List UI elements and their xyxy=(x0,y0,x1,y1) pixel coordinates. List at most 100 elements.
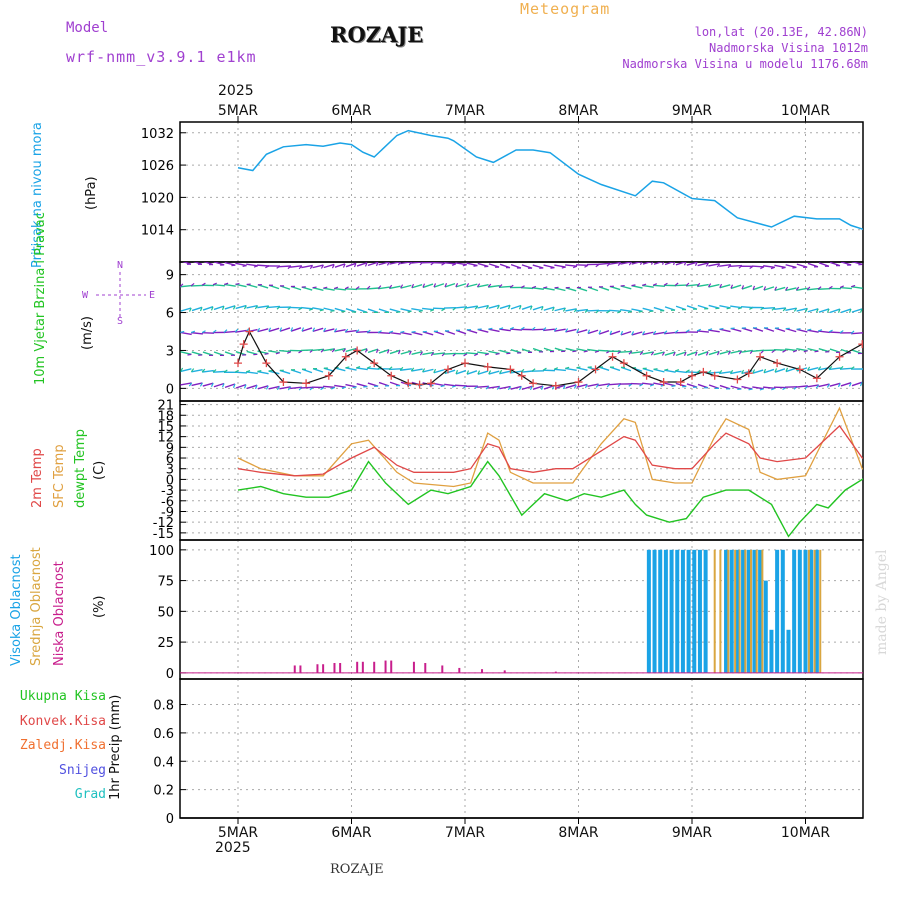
wind-speed-marker xyxy=(710,371,719,380)
wind-arrow xyxy=(598,383,610,387)
wind-arrow-head xyxy=(320,264,324,269)
wind-arrow xyxy=(817,287,831,290)
wind-arrow-head xyxy=(275,352,280,355)
wind-arrow xyxy=(224,283,236,287)
wind-speed-marker xyxy=(688,371,696,380)
wind-arrow xyxy=(213,284,225,287)
wind-arrow-head xyxy=(474,353,479,357)
wind-arrow xyxy=(818,348,830,353)
wind-arrow-head xyxy=(257,327,261,332)
wind-arrow-head xyxy=(419,351,423,356)
wind-arrow xyxy=(378,262,390,266)
y-tick-label: 0 xyxy=(166,382,174,397)
wind-arrow xyxy=(762,307,776,310)
wind-arrow xyxy=(664,369,676,373)
wind-arrow xyxy=(477,284,489,288)
wind-arrow xyxy=(686,283,698,287)
wind-arrow-head xyxy=(814,350,819,353)
wind-arrow xyxy=(730,305,742,309)
wind-arrow xyxy=(609,309,621,312)
wind-arrow-head xyxy=(210,306,214,311)
wind-arrow-head xyxy=(386,349,390,354)
cloud-bar xyxy=(719,549,722,673)
wind-arrow-head xyxy=(265,385,269,390)
wind-arrow-head xyxy=(828,329,833,333)
wind-arrow-head xyxy=(551,306,555,312)
day-label-top: 6MAR xyxy=(331,103,372,119)
wind-arrow xyxy=(213,382,225,388)
wind-arrow xyxy=(587,348,599,352)
wind-arrow xyxy=(213,262,225,266)
wind-arrow xyxy=(763,265,775,268)
wind-arrow-head xyxy=(683,262,687,266)
wind-arrow xyxy=(433,352,445,356)
wind-arrow-head xyxy=(455,369,459,375)
wind-arrow xyxy=(378,348,390,354)
wind-arrow-head xyxy=(639,383,644,387)
wind-arrow-head xyxy=(793,307,798,312)
y-tick-label: 3 xyxy=(166,463,174,478)
wind-arrow xyxy=(653,351,665,356)
wind-arrow xyxy=(378,331,390,335)
elevation: Nadmorska Visina 1012m xyxy=(709,41,868,55)
wind-arrow xyxy=(642,382,654,386)
wind-arrow-head xyxy=(254,305,259,310)
wind-arrow xyxy=(708,283,720,288)
wind-arrow-head xyxy=(631,284,636,287)
wind-arrow-head xyxy=(411,283,415,289)
wind-arrow-head xyxy=(422,368,426,373)
wind-arrow xyxy=(499,328,511,332)
wind-arrow-head xyxy=(850,366,855,370)
wind-arrow xyxy=(246,283,258,289)
wind-arrow-head xyxy=(444,283,448,288)
wind-arrow xyxy=(499,285,511,289)
wind-arrow-head xyxy=(331,386,336,390)
wind-arrow xyxy=(664,262,675,266)
wind-arrow-head xyxy=(298,265,303,270)
wind-arrow xyxy=(323,328,335,333)
wind-arrow-head xyxy=(279,327,283,332)
wind-arrow-head xyxy=(352,386,357,389)
wind-speed-marker xyxy=(756,352,765,361)
wind-arrow xyxy=(246,350,258,355)
wind-arrow xyxy=(565,328,577,333)
cloud-bar xyxy=(554,671,557,673)
wind-arrow xyxy=(785,307,797,311)
wind-arrow-head xyxy=(488,327,493,330)
wind-arrow xyxy=(235,371,247,374)
wind-arrow-head xyxy=(705,351,709,356)
wind-arrow xyxy=(807,329,819,333)
wind-arrow xyxy=(312,307,324,311)
wind-arrow xyxy=(235,383,247,389)
wind-arrow-head xyxy=(770,387,776,391)
panel-frame xyxy=(179,121,864,263)
cloud-bar xyxy=(458,667,461,673)
wind-arrow-head xyxy=(672,351,676,356)
wind-speed-marker xyxy=(659,378,668,387)
wind-arrow xyxy=(213,305,225,311)
year-bottom: 2025 xyxy=(215,840,251,856)
wind-arrow-head xyxy=(716,263,721,268)
wind-arrow xyxy=(389,331,401,335)
wind-arrow-head xyxy=(653,368,658,370)
wind-speed-marker xyxy=(517,371,526,380)
wind-arrow-head xyxy=(642,331,646,336)
wind-arrow xyxy=(752,285,764,291)
wind-arrow-head xyxy=(345,366,350,369)
wind-arrow-head xyxy=(320,348,325,353)
wind-arrow xyxy=(180,307,192,312)
cloud-bar xyxy=(713,549,716,673)
wind-speed-marker xyxy=(353,346,362,355)
wind-arrow xyxy=(477,370,489,375)
wind-arrow xyxy=(466,262,478,267)
wind-arrow-head xyxy=(573,384,577,389)
y-tick-label: 75 xyxy=(157,575,174,590)
wind-arrow-head xyxy=(572,350,577,353)
wind-arrow-head xyxy=(628,383,633,387)
wind-arrow xyxy=(631,284,643,289)
wind-arrow-head xyxy=(708,328,713,331)
wind-arrow-head xyxy=(781,266,786,269)
cloud-bar xyxy=(786,629,791,673)
wind-arrow xyxy=(356,367,368,371)
wind-arrow xyxy=(466,370,478,375)
